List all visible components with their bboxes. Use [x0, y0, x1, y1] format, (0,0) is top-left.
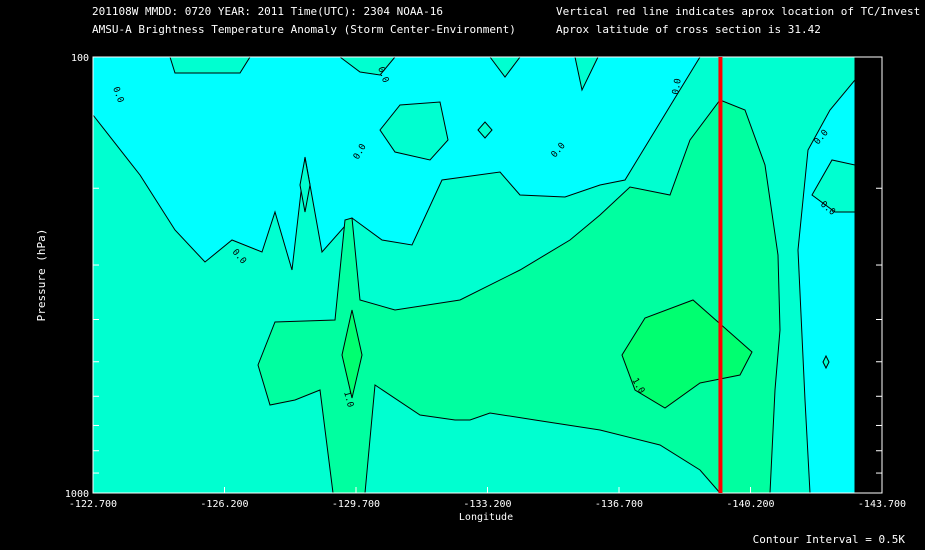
x-tick-label: -129.700	[332, 499, 380, 510]
contour-label: 1.0	[341, 390, 355, 408]
x-tick-label: -133.200	[463, 499, 511, 510]
x-tick-label: -136.700	[595, 499, 643, 510]
header-line2-right: Aprox latitude of cross section is 31.42	[556, 23, 821, 36]
x-tick-label: -122.700	[69, 499, 117, 510]
contour-interval-label: Contour Interval = 0.5K	[753, 533, 906, 546]
plot-right-margin	[855, 57, 882, 493]
x-tick-label: -143.700	[858, 499, 906, 510]
header-line1-right: Vertical red line indicates aprox locati…	[556, 5, 921, 18]
contour-region-cyan-island	[379, 101, 449, 161]
contour-region-right-tinydiamond	[822, 354, 830, 370]
header-line1-left: 201108W MMDD: 0720 YEAR: 2011 Time(UTC):…	[92, 5, 443, 18]
contour-label: 0.0	[671, 78, 684, 96]
contour-region-green-1-left	[341, 309, 363, 399]
y-tick-label: 1000	[65, 489, 89, 500]
x-axis-label: Longitude	[459, 512, 513, 523]
contour-region-small-diamond	[477, 121, 493, 139]
header-line2-left: AMSU-A Brightness Temperature Anomaly (S…	[92, 23, 516, 36]
y-axis-label: Pressure (hPa)	[35, 229, 48, 322]
contour-region-cyan-topmid	[169, 56, 251, 74]
contour-region-diamond-left	[299, 157, 311, 213]
x-axis-ticks: -122.700 -126.200 -129.700 -133.200 -136.700…	[69, 487, 906, 510]
x-tick-label: -126.200	[200, 499, 248, 510]
y-tick-label: 100	[71, 53, 89, 64]
y-axis-ticks: 100 1000	[65, 53, 882, 500]
x-tick-label: -140.200	[726, 499, 774, 510]
